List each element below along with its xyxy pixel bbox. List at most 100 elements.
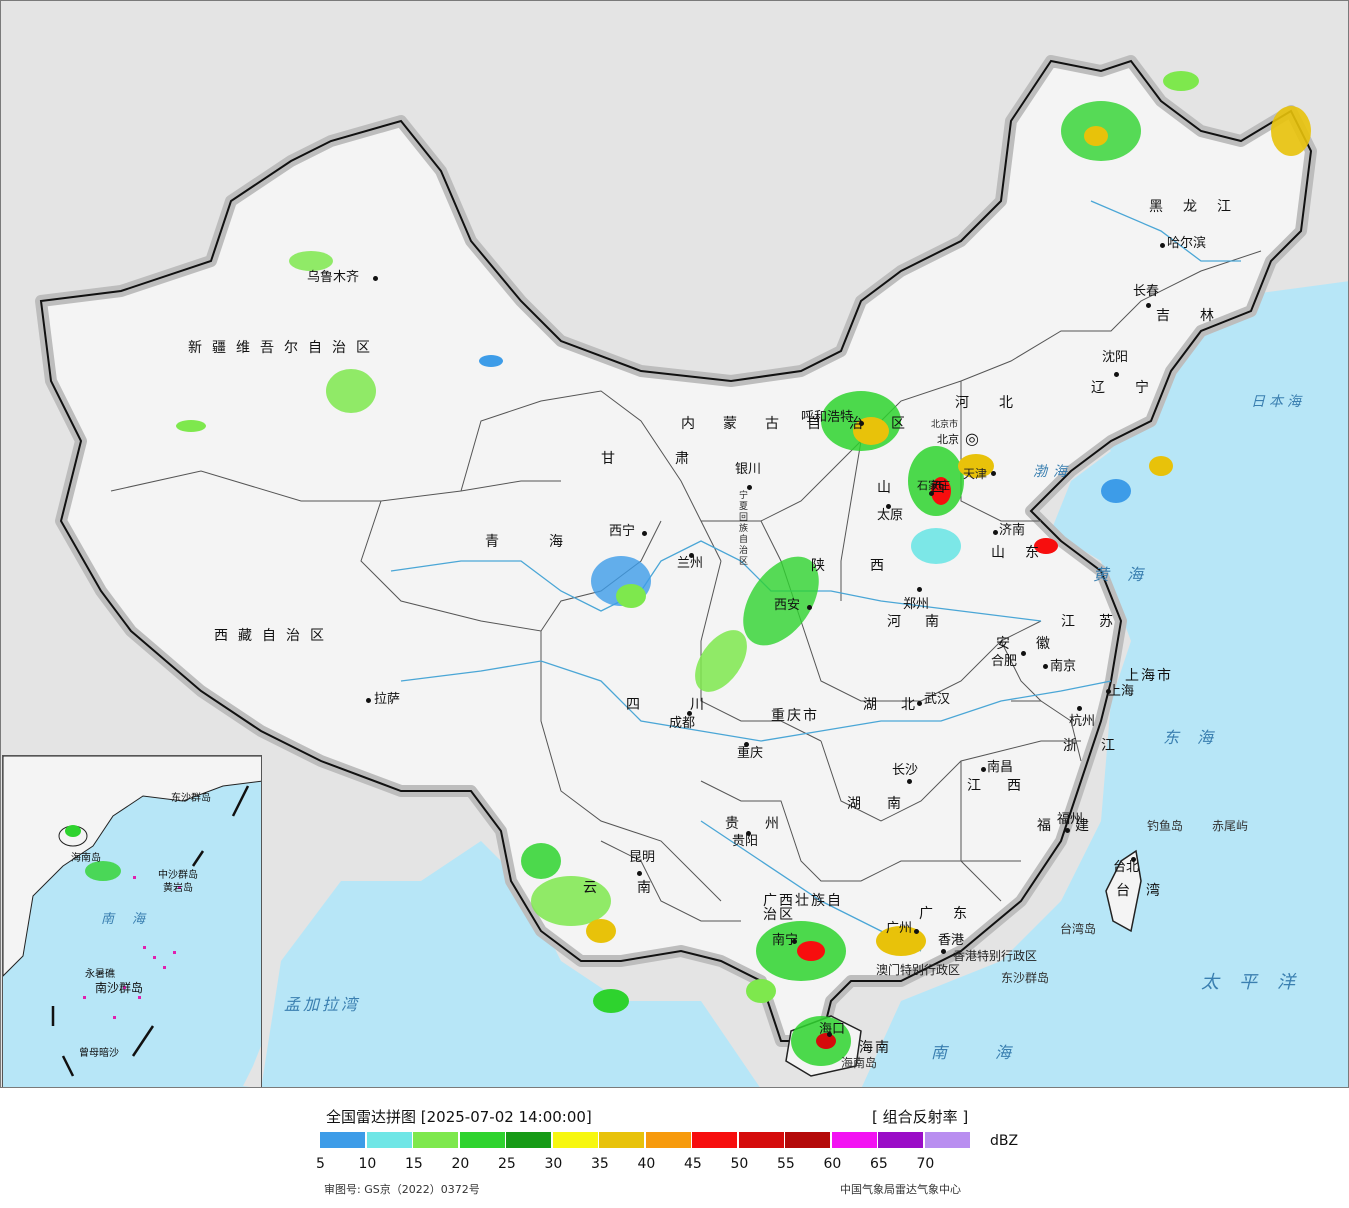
province-label-beijing: 北京市 <box>931 420 959 430</box>
legend-swatch <box>645 1132 691 1148</box>
legend-swatch <box>366 1132 412 1148</box>
island-label-hainan: 海南岛 <box>841 1056 878 1070</box>
legend-tick-label: 25 <box>498 1156 516 1172</box>
radar-echoes <box>176 71 1311 1066</box>
city-label-haikou: 海口 <box>819 1022 846 1037</box>
legend-tick-label: 10 <box>358 1156 377 1172</box>
city-label-shenyang: 沈阳 <box>1102 350 1129 365</box>
legend-swatch <box>785 1132 830 1148</box>
province-label-shaanxi: 陕西 <box>811 558 929 574</box>
legend-tick-label: 35 <box>591 1156 609 1172</box>
sea-label-pacific: 太平洋 <box>1201 972 1315 993</box>
city-label-hongkong: 香港 <box>938 933 965 948</box>
province-label-qinghai: 青海 <box>485 534 613 550</box>
province-label-guangdong: 广东 <box>919 906 987 922</box>
city-label-hohhot: 呼和浩特 <box>801 410 854 425</box>
legend-tick-label: 65 <box>870 1156 888 1172</box>
city-label-shanghai: 上海 <box>1108 684 1135 699</box>
legend-tick-label: 5 <box>316 1156 325 1172</box>
inset-label-south-sea: 南海 <box>101 912 164 927</box>
province-label-ningxia: 宁夏回族自治区 <box>739 491 749 567</box>
legend-swatch <box>459 1132 505 1148</box>
legend-tick-label: 15 <box>405 1156 423 1172</box>
city-dot <box>1146 303 1151 308</box>
province-label-henan: 河南 <box>887 614 963 630</box>
inset-label-zhongsha: 中沙群岛 <box>158 870 198 881</box>
province-label-inner-mongolia: 内蒙古自治区 <box>681 416 933 432</box>
radar-map: 新疆维吾尔自治区 西藏自治区 青海 甘肃 内蒙古自治区 黑龙江 吉林 辽宁 河北… <box>0 0 1349 1088</box>
city-dot <box>807 605 812 610</box>
legend-swatch <box>320 1132 365 1148</box>
city-label-changchun: 长春 <box>1133 284 1160 299</box>
city-label-lanzhou: 兰州 <box>677 556 704 571</box>
city-dot <box>1077 706 1082 711</box>
province-label-guangxi: 广西壮族自治区 <box>763 893 843 923</box>
city-label-nanning: 南宁 <box>772 933 799 948</box>
city-dot <box>914 929 919 934</box>
city-label-beijing: 北京 <box>937 433 959 446</box>
city-dot <box>827 1032 832 1037</box>
footer-approval: 审图号: GS京（2022）0372号 <box>324 1183 480 1196</box>
city-dot <box>907 779 912 784</box>
city-dot <box>1065 828 1070 833</box>
legend-tick-label: 45 <box>684 1156 702 1172</box>
city-label-kunming: 昆明 <box>629 850 656 865</box>
province-label-hebei: 河北 <box>955 395 1043 411</box>
city-label-nanchang: 南昌 <box>987 760 1014 775</box>
city-label-jinan: 济南 <box>999 523 1026 538</box>
province-label-jilin: 吉林 <box>1156 308 1244 324</box>
city-dot <box>1106 689 1111 694</box>
city-label-hefei: 合肥 <box>991 654 1018 669</box>
sea-label-bohai: 渤海 <box>1033 464 1073 480</box>
province-label-hubei: 湖北 <box>863 697 939 713</box>
city-dot <box>1114 372 1119 377</box>
city-label-guangzhou: 广州 <box>886 921 913 936</box>
province-label-hongkong: 香港特别行政区 <box>953 949 1038 963</box>
footer-agency: 中国气象局雷达气象中心 <box>840 1183 961 1196</box>
province-label-fujian: 福建 <box>1037 818 1113 834</box>
city-dot <box>886 504 891 509</box>
inset-label-nansha: 南沙群岛 <box>95 981 144 995</box>
legend-swatch <box>506 1132 551 1148</box>
city-dot <box>1043 664 1048 669</box>
city-dot <box>366 698 371 703</box>
bay-of-bengal <box>261 841 760 1087</box>
province-label-yunnan: 云南 <box>583 880 691 896</box>
legend-tick-label: 55 <box>777 1156 795 1172</box>
capital-icon: ◎ <box>965 429 979 448</box>
city-label-harbin: 哈尔滨 <box>1167 236 1207 251</box>
city-label-wuhan: 武汉 <box>924 692 951 707</box>
island-label-dongsha: 东沙群岛 <box>1001 971 1050 985</box>
province-label-chongqing: 重庆市 <box>771 708 819 724</box>
province-label-sichuan: 四川 <box>626 697 754 713</box>
legend-tick-label: 30 <box>544 1156 563 1172</box>
city-label-lhasa: 拉萨 <box>374 692 401 707</box>
sea-label-bay-of-bengal: 孟加拉湾 <box>284 995 361 1014</box>
legend-title: 全国雷达拼图 [2025-07-02 14:00:00] <box>326 1108 592 1126</box>
inset-canvas <box>3 756 261 1087</box>
city-label-changsha: 长沙 <box>892 763 919 778</box>
province-label-hainan: 海南 <box>859 1040 891 1056</box>
province-label-tibet: 西藏自治区 <box>214 628 334 644</box>
legend-swatch <box>692 1132 737 1148</box>
province-label-heilongjiang: 黑龙江 <box>1149 199 1251 215</box>
inset-label-yongshu: 永暑礁 <box>85 969 115 980</box>
inset-label-hainan: 海南岛 <box>71 853 101 864</box>
city-label-nanjing: 南京 <box>1050 659 1077 674</box>
city-dot <box>941 949 946 954</box>
city-label-chongqing: 重庆 <box>737 746 764 761</box>
south-china-sea-inset: 南海 中沙群岛 黄岩岛 永暑礁 南沙群岛 曾母暗沙 东沙群岛 海南岛 <box>2 755 262 1087</box>
city-label-xian: 西安 <box>774 598 801 613</box>
city-dot <box>744 742 749 747</box>
city-label-yinchuan: 银川 <box>735 462 762 477</box>
legend-tick-label: 60 <box>823 1156 842 1172</box>
city-label-xining: 西宁 <box>609 524 636 539</box>
province-label-liaoning: 辽宁 <box>1091 380 1179 396</box>
legend-swatch <box>738 1132 784 1148</box>
eastern-sea <box>861 281 1348 1087</box>
legend-swatch <box>599 1132 644 1148</box>
sea-label-yellow-sea: 黄海 <box>1093 565 1162 584</box>
province-label-shandong: 山东 <box>991 545 1059 561</box>
inset-label-zengmu: 曾母暗沙 <box>79 1048 119 1059</box>
city-label-guiyang: 贵阳 <box>732 834 759 849</box>
